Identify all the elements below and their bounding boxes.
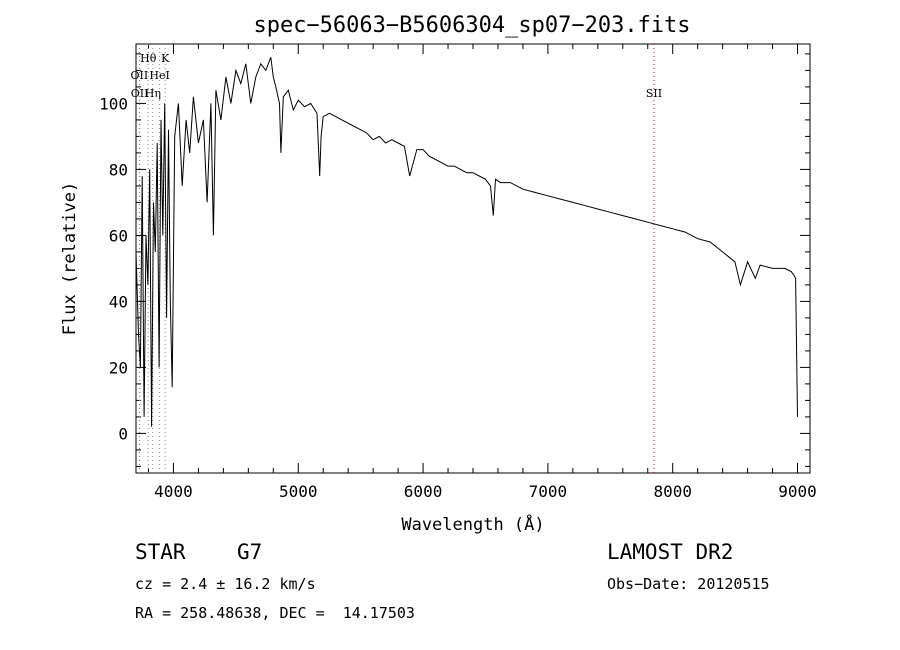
spectral-line-label: K	[161, 52, 170, 65]
x-axis-label: Wavelength (Å)	[401, 513, 544, 535]
x-tick-label: 4000	[154, 482, 193, 501]
observation-date: Obs−Date: 20120515	[607, 575, 770, 593]
x-tick-label: 8000	[653, 482, 692, 501]
spectral-line-label: Hη	[145, 87, 161, 100]
x-tick-label: 9000	[778, 482, 817, 501]
y-axis-label: Flux (relative)	[60, 182, 80, 336]
y-tick-label: 100	[99, 94, 128, 113]
object-type-label: STAR	[135, 540, 186, 564]
x-tick-label: 5000	[279, 482, 318, 501]
spectrum-line	[135, 57, 798, 427]
spectral-line-label: OII	[131, 87, 149, 100]
x-tick-label: 6000	[404, 482, 443, 501]
x-tick-label: 7000	[529, 482, 568, 501]
y-tick-label: 60	[109, 226, 128, 245]
spectral-line-label: HeI	[149, 69, 169, 82]
spectral-line-label: Hθ	[140, 52, 157, 65]
ra-dec-coordinates: RA = 258.48638, DEC = 14.17503	[135, 604, 415, 622]
y-tick-label: 40	[109, 292, 128, 311]
redshift-velocity: cz = 2.4 ± 16.2 km/s	[135, 575, 316, 593]
subclass-label: G7	[237, 540, 263, 564]
survey-label: LAMOST DR2	[607, 540, 734, 564]
plot-frame	[135, 43, 811, 474]
spectral-line-label: SII	[646, 87, 662, 100]
chart-title: spec−56063−B5606304_sp07−203.fits	[253, 13, 690, 38]
y-tick-label: 80	[109, 160, 128, 179]
y-tick-label: 20	[109, 358, 128, 377]
y-tick-label: 0	[118, 424, 128, 443]
spectral-line-label: OII	[131, 69, 149, 82]
